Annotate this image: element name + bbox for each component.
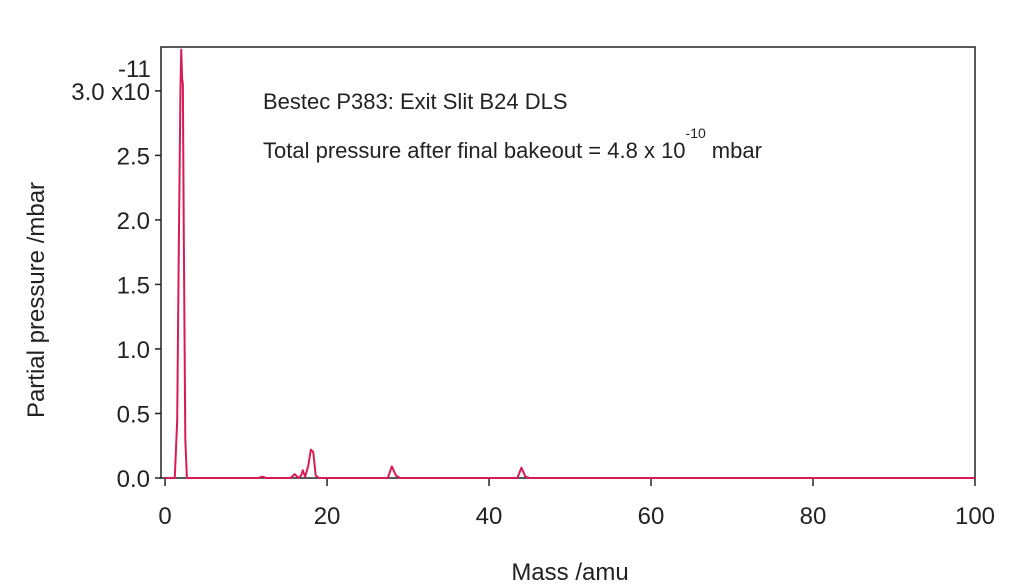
x-tick-label: 60 (638, 503, 665, 530)
x-tick-label: 0 (158, 503, 171, 530)
y-axis-title: Partial pressure /mbar (23, 182, 50, 418)
x-tick-label: 100 (955, 503, 995, 530)
y-tick-label: 1.5 (117, 272, 150, 299)
y-tick-label: 3.0 x10 (71, 79, 150, 106)
annotation: Bestec P383: Exit Slit B24 DLS (263, 89, 568, 114)
annotation-exponent: -10 (686, 125, 706, 141)
y-tick-label: 0.5 (117, 401, 150, 428)
x-tick-label: 40 (476, 503, 503, 530)
annotation-unit: mbar (712, 138, 762, 163)
y-tick-label: 2.0 (117, 208, 150, 235)
x-axis-title: Mass /amu (511, 559, 628, 586)
x-tick-label: 80 (800, 503, 827, 530)
annotation: Total pressure after final bakeout = 4.8… (263, 125, 762, 163)
y-tick-label: 1.0 (117, 337, 150, 364)
x-tick-label: 20 (314, 503, 341, 530)
y-tick-label: 2.5 (117, 143, 150, 170)
y-tick-label: 0.0 (117, 466, 150, 493)
y-exponent: -11 (118, 56, 151, 83)
data-line (165, 48, 975, 479)
annotation-text: Total pressure after final bakeout = 4.8… (263, 138, 686, 163)
